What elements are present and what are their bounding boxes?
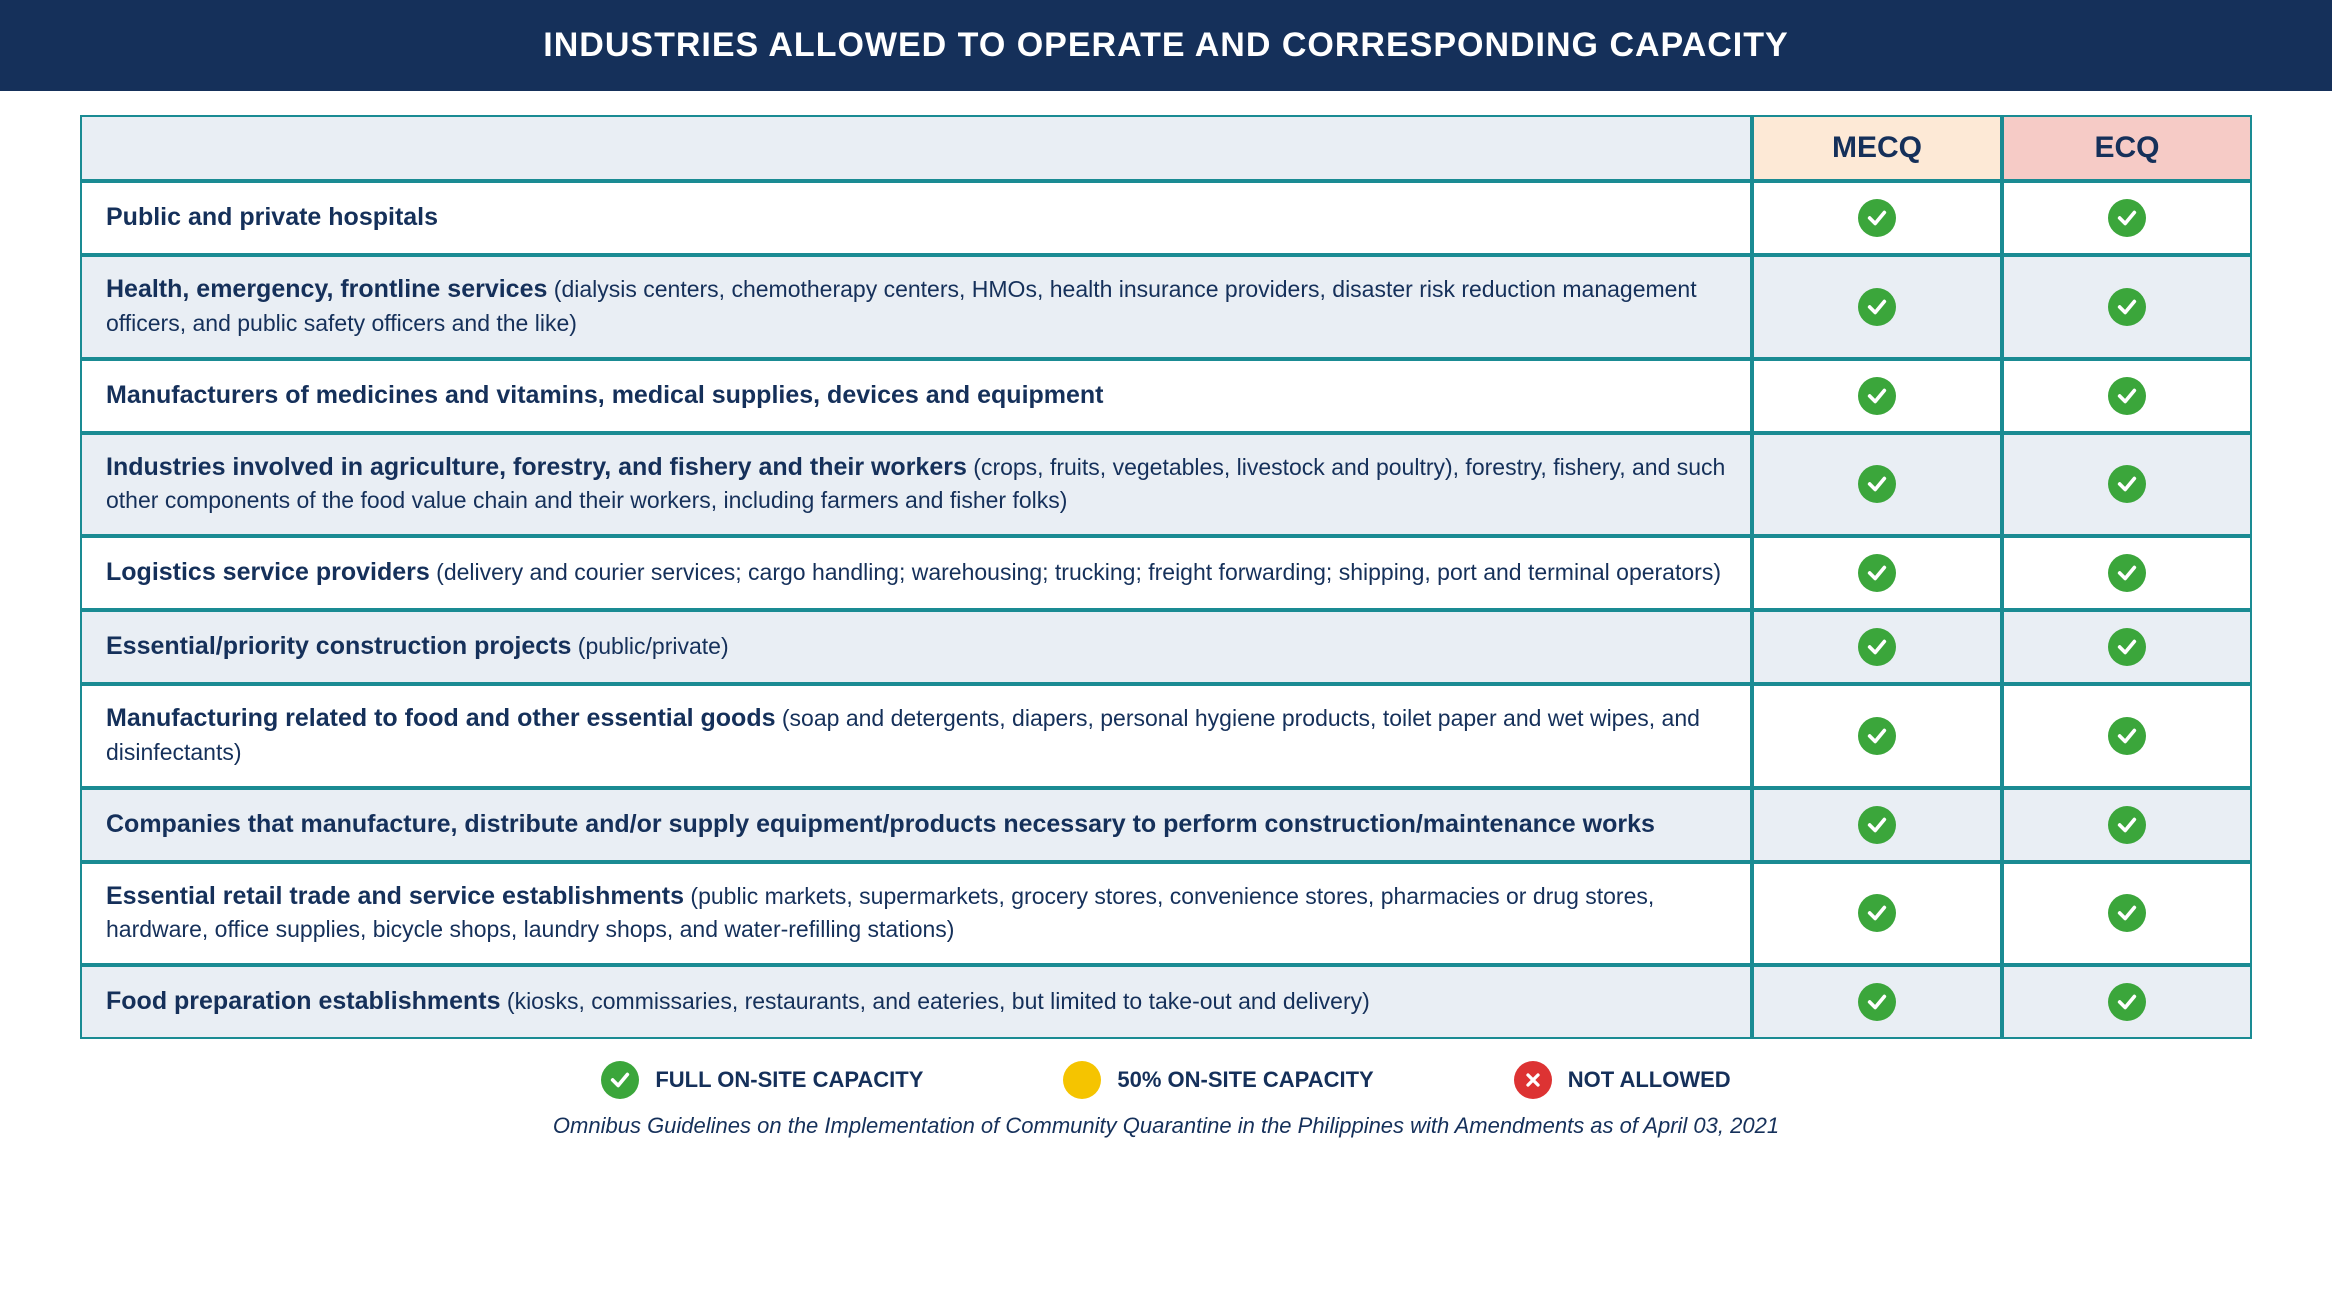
table-row: Industries involved in agriculture, fore… bbox=[80, 433, 2252, 537]
table-row: Health, emergency, frontline services (d… bbox=[80, 255, 2252, 359]
cell-mecq bbox=[1752, 359, 2002, 433]
row-title: Companies that manufacture, distribute a… bbox=[106, 810, 1655, 838]
legend: FULL ON-SITE CAPACITY 50% ON-SITE CAPACI… bbox=[80, 1061, 2252, 1099]
cell-mecq bbox=[1752, 536, 2002, 610]
col-header-ecq: ECQ bbox=[2002, 115, 2252, 181]
row-title: Essential retail trade and service estab… bbox=[106, 882, 684, 910]
check-icon bbox=[1858, 628, 1896, 666]
cell-mecq bbox=[1752, 610, 2002, 684]
cell-mecq bbox=[1752, 684, 2002, 788]
check-icon bbox=[2108, 554, 2146, 592]
cell-ecq bbox=[2002, 359, 2252, 433]
check-icon bbox=[2108, 983, 2146, 1021]
page-title: INDUSTRIES ALLOWED TO OPERATE AND CORRES… bbox=[543, 26, 1788, 64]
check-icon bbox=[601, 1061, 639, 1099]
check-icon bbox=[2108, 377, 2146, 415]
check-icon bbox=[1858, 554, 1896, 592]
circle-icon bbox=[1063, 1061, 1101, 1099]
check-icon bbox=[1858, 377, 1896, 415]
check-icon bbox=[1858, 717, 1896, 755]
row-title: Industries involved in agriculture, fore… bbox=[106, 453, 967, 481]
cell-mecq bbox=[1752, 788, 2002, 862]
check-icon bbox=[1858, 288, 1896, 326]
row-description: Manufacturing related to food and other … bbox=[80, 684, 1752, 788]
col-header-blank bbox=[80, 115, 1752, 181]
cell-ecq bbox=[2002, 433, 2252, 537]
row-title: Manufacturing related to food and other … bbox=[106, 704, 776, 732]
row-title: Health, emergency, frontline services bbox=[106, 275, 547, 303]
cell-mecq bbox=[1752, 181, 2002, 255]
legend-not: NOT ALLOWED bbox=[1514, 1061, 1731, 1099]
check-icon bbox=[2108, 288, 2146, 326]
legend-half: 50% ON-SITE CAPACITY bbox=[1063, 1061, 1373, 1099]
table-row: Essential/priority construction projects… bbox=[80, 610, 2252, 684]
row-description: Public and private hospitals bbox=[80, 181, 1752, 255]
legend-not-label: NOT ALLOWED bbox=[1568, 1067, 1731, 1093]
table-header-row: MECQ ECQ bbox=[80, 115, 2252, 181]
table-row: Manufacturing related to food and other … bbox=[80, 684, 2252, 788]
row-detail: (delivery and courier services; cargo ha… bbox=[430, 559, 1721, 585]
table-body: Public and private hospitals Health, emer… bbox=[80, 181, 2252, 1039]
cell-ecq bbox=[2002, 536, 2252, 610]
footnote: Omnibus Guidelines on the Implementation… bbox=[80, 1113, 2252, 1139]
check-icon bbox=[1858, 199, 1896, 237]
cell-mecq bbox=[1752, 862, 2002, 966]
check-icon bbox=[2108, 717, 2146, 755]
cell-ecq bbox=[2002, 181, 2252, 255]
table-row: Food preparation establishments (kiosks,… bbox=[80, 965, 2252, 1039]
cell-ecq bbox=[2002, 610, 2252, 684]
check-icon bbox=[2108, 894, 2146, 932]
cell-mecq bbox=[1752, 965, 2002, 1039]
check-icon bbox=[1858, 983, 1896, 1021]
check-icon bbox=[1858, 806, 1896, 844]
check-icon bbox=[2108, 628, 2146, 666]
cell-mecq bbox=[1752, 255, 2002, 359]
page-header: INDUSTRIES ALLOWED TO OPERATE AND CORRES… bbox=[0, 0, 2332, 91]
table-row: Manufacturers of medicines and vitamins,… bbox=[80, 359, 2252, 433]
row-title: Logistics service providers bbox=[106, 558, 430, 586]
row-description: Industries involved in agriculture, fore… bbox=[80, 433, 1752, 537]
row-title: Food preparation establishments bbox=[106, 987, 501, 1015]
legend-full: FULL ON-SITE CAPACITY bbox=[601, 1061, 923, 1099]
row-description: Logistics service providers (delivery an… bbox=[80, 536, 1752, 610]
row-detail: (public/private) bbox=[571, 633, 728, 659]
row-description: Manufacturers of medicines and vitamins,… bbox=[80, 359, 1752, 433]
cell-mecq bbox=[1752, 433, 2002, 537]
col-header-mecq: MECQ bbox=[1752, 115, 2002, 181]
check-icon bbox=[1858, 465, 1896, 503]
check-icon bbox=[2108, 806, 2146, 844]
table-row: Logistics service providers (delivery an… bbox=[80, 536, 2252, 610]
cell-ecq bbox=[2002, 965, 2252, 1039]
table-container: MECQ ECQ Public and private hospitals Hea… bbox=[0, 91, 2332, 1139]
cell-ecq bbox=[2002, 684, 2252, 788]
row-description: Health, emergency, frontline services (d… bbox=[80, 255, 1752, 359]
industries-table: MECQ ECQ Public and private hospitals Hea… bbox=[80, 115, 2252, 1039]
cell-ecq bbox=[2002, 788, 2252, 862]
row-description: Essential retail trade and service estab… bbox=[80, 862, 1752, 966]
check-icon bbox=[2108, 465, 2146, 503]
row-description: Food preparation establishments (kiosks,… bbox=[80, 965, 1752, 1039]
table-row: Public and private hospitals bbox=[80, 181, 2252, 255]
legend-full-label: FULL ON-SITE CAPACITY bbox=[655, 1067, 923, 1093]
row-description: Essential/priority construction projects… bbox=[80, 610, 1752, 684]
check-icon bbox=[2108, 199, 2146, 237]
row-description: Companies that manufacture, distribute a… bbox=[80, 788, 1752, 862]
row-title: Manufacturers of medicines and vitamins,… bbox=[106, 381, 1104, 409]
cell-ecq bbox=[2002, 255, 2252, 359]
legend-half-label: 50% ON-SITE CAPACITY bbox=[1117, 1067, 1373, 1093]
row-detail: (kiosks, commissaries, restaurants, and … bbox=[501, 988, 1370, 1014]
row-title: Essential/priority construction projects bbox=[106, 632, 571, 660]
table-row: Essential retail trade and service estab… bbox=[80, 862, 2252, 966]
check-icon bbox=[1858, 894, 1896, 932]
cross-icon bbox=[1514, 1061, 1552, 1099]
table-row: Companies that manufacture, distribute a… bbox=[80, 788, 2252, 862]
row-title: Public and private hospitals bbox=[106, 203, 438, 231]
cell-ecq bbox=[2002, 862, 2252, 966]
